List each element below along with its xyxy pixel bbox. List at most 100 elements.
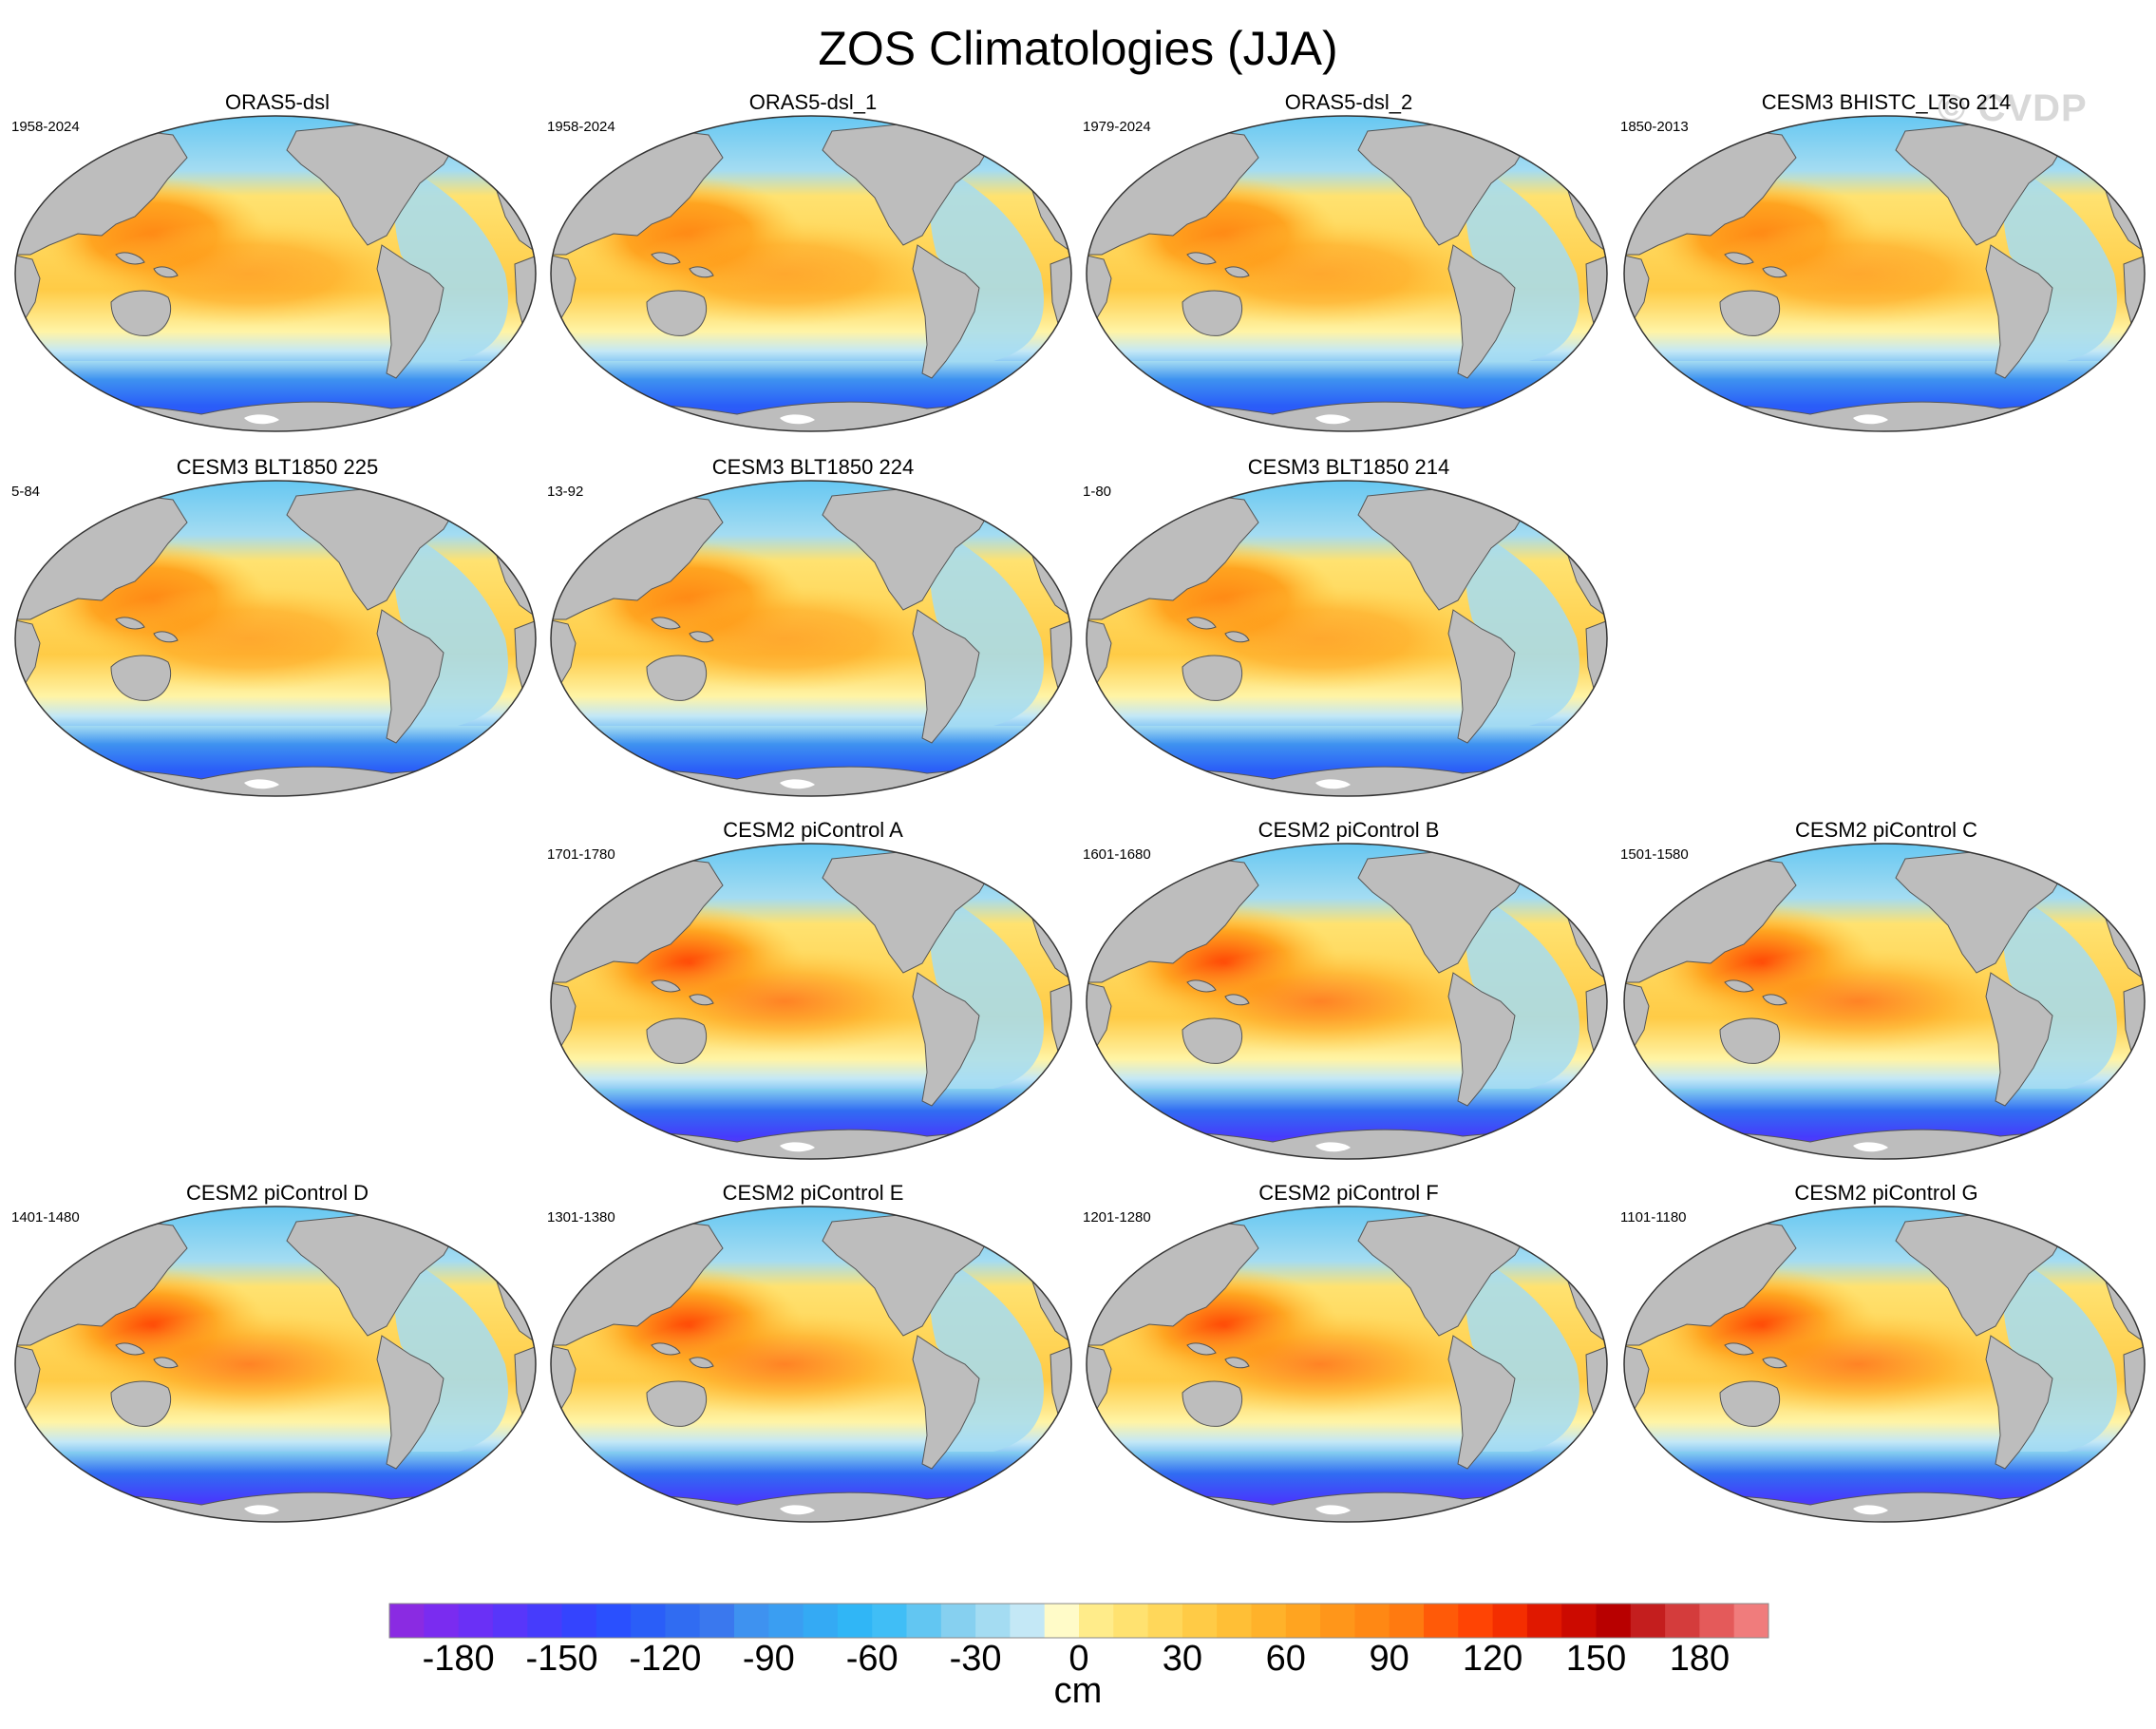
colorbar-swatch xyxy=(458,1604,494,1638)
panel-period: 1601-1680 xyxy=(1083,846,1151,863)
colorbar-swatch xyxy=(1526,1604,1562,1638)
colorbar-swatch xyxy=(1492,1604,1528,1638)
colorbar-swatch xyxy=(1113,1604,1149,1638)
colorbar-swatch xyxy=(1354,1604,1390,1638)
map-panel: CESM3 BLT1850 225 5-84 xyxy=(11,454,543,806)
ocean-map xyxy=(1623,843,2146,1160)
colorbar-tick-label: -90 xyxy=(743,1639,795,1679)
ocean-map xyxy=(550,843,1072,1160)
colorbar-swatch xyxy=(389,1604,425,1638)
colorbar-tick-labels: -180 -150 -120 -90 -60 -30 0 30 60 90 120 150 180 xyxy=(423,1639,1730,1679)
colorbar-tick-label: -60 xyxy=(846,1639,898,1679)
map-panel: CESM2 piControl B 1601-1680 xyxy=(1083,817,1615,1168)
colorbar-swatch xyxy=(1320,1604,1355,1638)
colorbar-frame xyxy=(388,1603,1769,1639)
panel-period: 5-84 xyxy=(11,484,41,500)
colorbar-swatch xyxy=(1389,1604,1425,1638)
colorbar-tick-label: -180 xyxy=(423,1639,495,1679)
colorbar-swatch xyxy=(803,1604,839,1638)
panel-title: CESM3 BHISTC_LTso 214 xyxy=(1761,90,2012,114)
ocean-map xyxy=(1623,1206,2146,1523)
panel-period: 1401-1480 xyxy=(11,1209,80,1226)
colorbar-swatch xyxy=(424,1604,460,1638)
map-panel: ORAS5-dsl_2 1979-2024 xyxy=(1083,89,1615,441)
panel-title: CESM2 piControl E xyxy=(722,1181,904,1205)
colorbar-tick-label: 180 xyxy=(1670,1639,1730,1679)
map-panel: CESM2 piControl C 1501-1580 xyxy=(1620,817,2152,1168)
map-panel: CESM2 piControl A 1701-1780 xyxy=(547,817,1079,1168)
map-panel: CESM3 BHISTC_LTso 214 1850-2013 xyxy=(1620,89,2152,441)
colorbar-swatch xyxy=(1251,1604,1287,1638)
colorbar-swatch xyxy=(768,1604,804,1638)
ocean-map xyxy=(14,115,537,432)
colorbar-swatch xyxy=(1630,1604,1666,1638)
panel-period: 1-80 xyxy=(1083,484,1112,500)
colorbar-tick-label: 0 xyxy=(1069,1639,1088,1679)
panel-title: ORAS5-dsl xyxy=(224,90,331,114)
panel-title: ORAS5-dsl_1 xyxy=(748,90,878,114)
panel-title: CESM2 piControl B xyxy=(1258,818,1440,842)
colorbar-swatch xyxy=(1733,1604,1769,1638)
panel-title: CESM3 BLT1850 224 xyxy=(711,455,915,479)
watermark-logo: © CVDP xyxy=(1938,87,2088,129)
colorbar-swatch xyxy=(1561,1604,1597,1638)
map-panel: ORAS5-dsl_1 1958-2024 xyxy=(547,89,1079,441)
panel-title: CESM2 piControl F xyxy=(1258,1181,1439,1205)
ocean-map xyxy=(550,115,1072,432)
colorbar-swatch xyxy=(1010,1604,1046,1638)
map-panel: ORAS5-dsl 1958-2024 xyxy=(11,89,543,441)
colorbar-swatch xyxy=(561,1604,597,1638)
map-panel: CESM2 piControl F 1201-1280 xyxy=(1083,1180,1615,1531)
panel-title: CESM3 BLT1850 214 xyxy=(1247,455,1450,479)
colorbar-swatch xyxy=(665,1604,701,1638)
colorbar-swatch xyxy=(1596,1604,1632,1638)
panel-period: 1958-2024 xyxy=(547,119,615,135)
panel-title: ORAS5-dsl_2 xyxy=(1284,90,1413,114)
map-panel: CESM2 piControl D 1401-1480 xyxy=(11,1180,543,1531)
ocean-map xyxy=(1086,1206,1608,1523)
ocean-map xyxy=(14,1206,537,1523)
ocean-map xyxy=(1623,115,2146,432)
colorbar-swatch xyxy=(699,1604,735,1638)
colorbar-swatch xyxy=(1458,1604,1494,1638)
panel-title: CESM3 BLT1850 225 xyxy=(176,455,379,479)
panel-title: CESM2 piControl A xyxy=(723,818,903,842)
colorbar-swatch xyxy=(1665,1604,1700,1638)
colorbar-swatch xyxy=(940,1604,976,1638)
colorbar-unit-label: cm xyxy=(1054,1671,1103,1711)
panel-period: 1201-1280 xyxy=(1083,1209,1151,1226)
panel-period: 1701-1780 xyxy=(547,846,615,863)
panel-period: 1958-2024 xyxy=(11,119,80,135)
colorbar-swatch xyxy=(1079,1604,1114,1638)
colorbar-tick-label: 30 xyxy=(1163,1639,1202,1679)
colorbar-swatch xyxy=(1217,1604,1252,1638)
ocean-map xyxy=(550,480,1072,797)
colorbar-swatch xyxy=(1044,1604,1080,1638)
map-panel: CESM3 BLT1850 224 13-92 xyxy=(547,454,1079,806)
panel-title: CESM2 piControl D xyxy=(186,1181,369,1205)
colorbar-swatch xyxy=(1182,1604,1218,1638)
colorbar-swatch xyxy=(1285,1604,1321,1638)
colorbar-swatch xyxy=(872,1604,907,1638)
colorbar-swatch xyxy=(1699,1604,1735,1638)
ocean-map xyxy=(14,480,537,797)
colorbar-swatch xyxy=(596,1604,632,1638)
map-panel: CESM2 piControl E 1301-1380 xyxy=(547,1180,1079,1531)
panel-title: CESM2 piControl C xyxy=(1795,818,1977,842)
figure-title: ZOS Climatologies (JJA) xyxy=(818,22,1338,75)
colorbar-swatch xyxy=(492,1604,528,1638)
colorbar-tick-label: -30 xyxy=(950,1639,1002,1679)
colorbar-tick-label: -120 xyxy=(629,1639,701,1679)
colorbar-swatch xyxy=(837,1604,873,1638)
colorbar-swatch xyxy=(734,1604,769,1638)
colorbar-swatch xyxy=(631,1604,666,1638)
colorbar-swatches xyxy=(388,1603,1769,1639)
panel-period: 1979-2024 xyxy=(1083,119,1151,135)
colorbar-tick-label: 90 xyxy=(1370,1639,1409,1679)
ocean-map xyxy=(1086,480,1608,797)
ocean-map xyxy=(1086,115,1608,432)
colorbar-swatch xyxy=(527,1604,562,1638)
panel-period: 1301-1380 xyxy=(547,1209,615,1226)
panel-period: 1101-1180 xyxy=(1620,1209,1687,1226)
colorbar-tick-label: 120 xyxy=(1463,1639,1522,1679)
